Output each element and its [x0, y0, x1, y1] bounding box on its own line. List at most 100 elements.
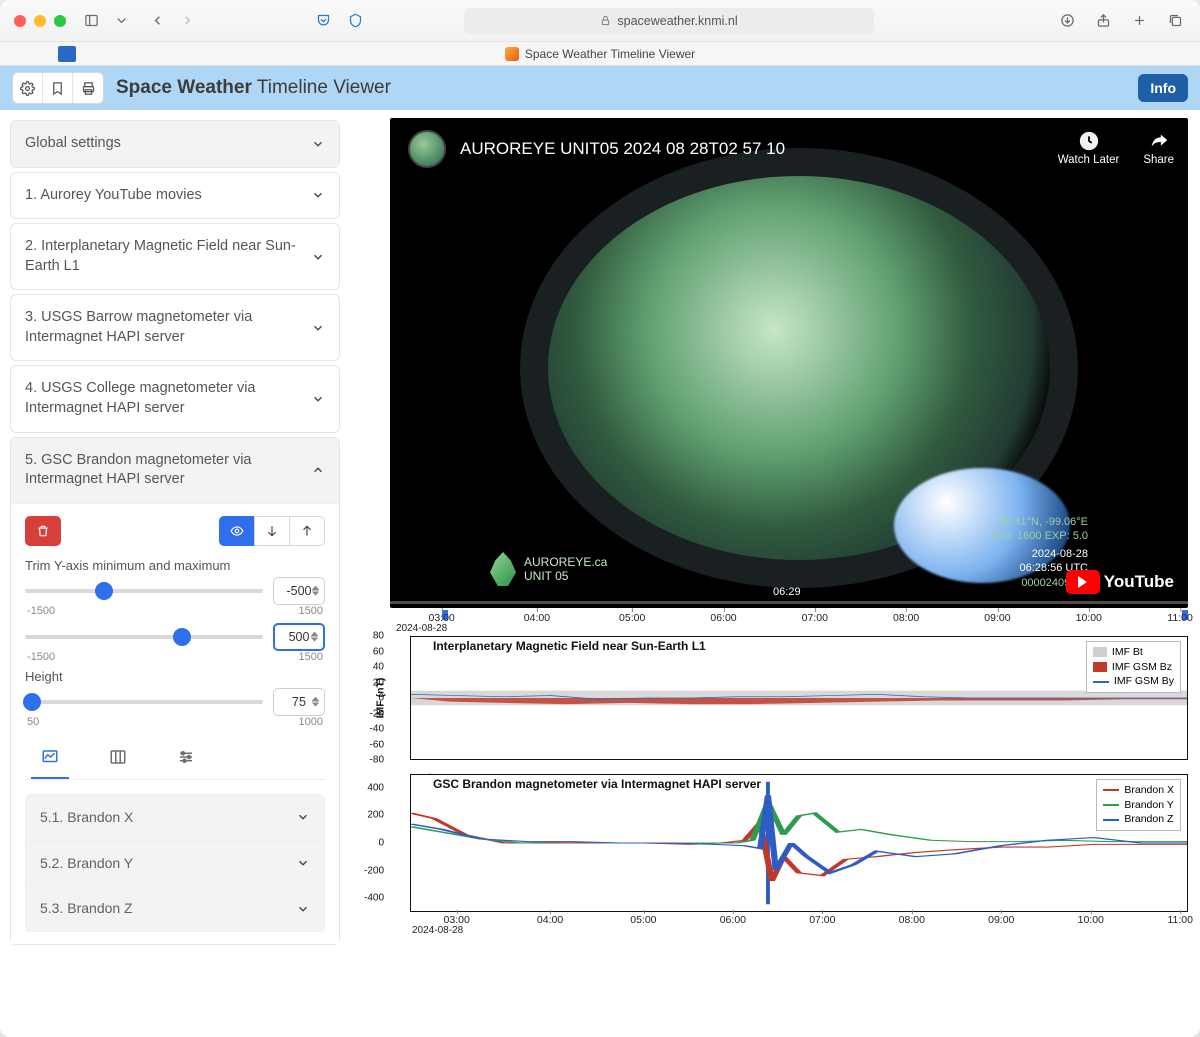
sub-panel-5-3[interactable]: 5.3. Brandon Z: [26, 885, 324, 931]
panel-3[interactable]: 3. USGS Barrow magnetometer via Intermag…: [10, 294, 340, 361]
imf-plot: [411, 637, 1187, 759]
ytick: -80: [356, 755, 384, 766]
maximize-window-button[interactable]: [54, 15, 66, 27]
panel-4[interactable]: 4. USGS College magnetometer via Interma…: [10, 365, 340, 432]
panel-2[interactable]: 2. Interplanetary Magnetic Field near Su…: [10, 223, 340, 290]
ymax-slider[interactable]: [25, 626, 263, 648]
ymax-input[interactable]: 500: [273, 623, 325, 651]
sub-panel-5-1[interactable]: 5.1. Brandon X: [26, 795, 324, 840]
xtick: 03:00: [444, 914, 470, 926]
panel-1[interactable]: 1. Aurorey YouTube movies: [10, 172, 340, 220]
time-tick: 04:00: [524, 612, 550, 624]
chevron-down-icon: [311, 321, 325, 335]
panel-global-settings[interactable]: Global settings: [10, 120, 340, 168]
ytick: 200: [356, 810, 384, 821]
time-tick: 05:00: [619, 612, 645, 624]
youtube-video[interactable]: AUROREYE UNIT05 2024 08 28T02 57 10 Watc…: [390, 118, 1188, 608]
xtick: 06:00: [720, 914, 746, 926]
tab-chart-icon[interactable]: [31, 742, 69, 779]
sub-panel-5-2[interactable]: 5.2. Brandon Y: [26, 840, 324, 886]
chevron-down-icon: [311, 392, 325, 406]
minimize-window-button[interactable]: [34, 15, 46, 27]
timeline-axis[interactable]: 2024-08-28 03:0004:0005:0006:0007:0008:0…: [394, 610, 1188, 636]
time-tick: 07:00: [802, 612, 828, 624]
pinned-tab-icon[interactable]: [58, 46, 76, 62]
time-tick: 06:00: [710, 612, 736, 624]
url-text: spaceweather.knmi.nl: [617, 14, 737, 28]
video-time: 06:29: [773, 586, 801, 598]
back-button[interactable]: [146, 10, 168, 32]
shield-icon[interactable]: [344, 10, 366, 32]
info-button[interactable]: Info: [1138, 74, 1188, 102]
height-slider[interactable]: [25, 691, 263, 713]
share-icon[interactable]: [1092, 10, 1114, 32]
ytick: 400: [356, 782, 384, 793]
height-label: Height: [25, 669, 325, 684]
xtick: 11:00: [1167, 914, 1193, 926]
forward-button[interactable]: [176, 10, 198, 32]
tab-sliders-icon[interactable]: [167, 742, 205, 779]
ytick: -40: [356, 724, 384, 735]
chevron-up-icon: [311, 463, 325, 477]
chevron-down-icon: [311, 250, 325, 264]
control-tabs: [25, 734, 325, 780]
video-brand-overlay: AUROREYE.caUNIT 05: [490, 552, 607, 586]
chevron-down-icon: [296, 902, 310, 916]
video-progress-bar[interactable]: [390, 601, 1188, 604]
address-bar[interactable]: spaceweather.knmi.nl: [464, 8, 874, 34]
bookmark-icon[interactable]: [43, 73, 73, 103]
chevron-down-icon: [311, 137, 325, 151]
ytick: -60: [356, 739, 384, 750]
tabs-icon[interactable]: [1164, 10, 1186, 32]
height-input[interactable]: 75: [273, 688, 325, 716]
chevron-down-icon[interactable]: [110, 10, 132, 32]
axis-date: 2024-08-28: [396, 623, 447, 634]
xtick: 08:00: [899, 914, 925, 926]
browser-tab-strip: Space Weather Timeline Viewer: [0, 42, 1200, 66]
panel-5-header[interactable]: 5. GSC Brandon magnetometer via Intermag…: [11, 438, 339, 503]
xtick: 10:00: [1078, 914, 1104, 926]
favicon: [505, 47, 519, 61]
download-icon[interactable]: [1056, 10, 1078, 32]
print-icon[interactable]: [73, 73, 103, 103]
app-header: Space Weather Timeline Viewer Info: [0, 66, 1200, 110]
sidebar: Global settings 1. Aurorey YouTube movie…: [0, 110, 350, 1037]
ytick: 80: [356, 631, 384, 642]
chevron-down-icon: [296, 856, 310, 870]
sub-accordion: 5.1. Brandon X 5.2. Brandon Y 5.3. Brand…: [25, 794, 325, 933]
ytick: 0: [356, 838, 384, 849]
sidebar-toggle-icon[interactable]: [80, 10, 102, 32]
gear-icon[interactable]: [13, 73, 43, 103]
watch-later-button[interactable]: Watch Later: [1058, 130, 1120, 166]
brandon-plot: [411, 775, 1187, 911]
ytick: 60: [356, 646, 384, 657]
tab-columns-icon[interactable]: [99, 742, 137, 779]
ymin-input[interactable]: -500: [273, 577, 325, 605]
xtick: 05:00: [630, 914, 656, 926]
ytick: -20: [356, 708, 384, 719]
ytick: 20: [356, 677, 384, 688]
delete-button[interactable]: [25, 516, 61, 546]
video-title-bar: AUROREYE UNIT05 2024 08 28T02 57 10: [408, 130, 785, 168]
leaf-icon: [490, 552, 516, 586]
pocket-icon[interactable]: [312, 10, 334, 32]
share-button[interactable]: Share: [1143, 130, 1174, 166]
content-area: AUROREYE UNIT05 2024 08 28T02 57 10 Watc…: [350, 110, 1200, 1037]
move-up-button[interactable]: [289, 516, 325, 546]
new-tab-icon[interactable]: [1128, 10, 1150, 32]
chart-imf: IMF (nT) Interplanetary Magnetic Field n…: [390, 636, 1188, 760]
xaxis-bottom: 2024-08-28 03:0004:0005:0006:0007:0008:0…: [410, 912, 1188, 940]
imf-legend: IMF BtIMF GSM BzIMF GSM By: [1086, 641, 1181, 693]
xtick: 04:00: [537, 914, 563, 926]
ytick: -200: [356, 865, 384, 876]
visibility-button[interactable]: [219, 516, 255, 546]
panel-5-expanded: 5. GSC Brandon magnetometer via Intermag…: [10, 437, 340, 946]
time-tick: 03:00: [428, 612, 454, 624]
close-window-button[interactable]: [14, 15, 26, 27]
move-down-button[interactable]: [254, 516, 290, 546]
traffic-lights: [14, 15, 66, 27]
video-title: AUROREYE UNIT05 2024 08 28T02 57 10: [460, 139, 785, 159]
channel-avatar[interactable]: [408, 130, 446, 168]
youtube-logo[interactable]: YouTube: [1066, 570, 1174, 594]
ymin-slider[interactable]: [25, 580, 263, 602]
